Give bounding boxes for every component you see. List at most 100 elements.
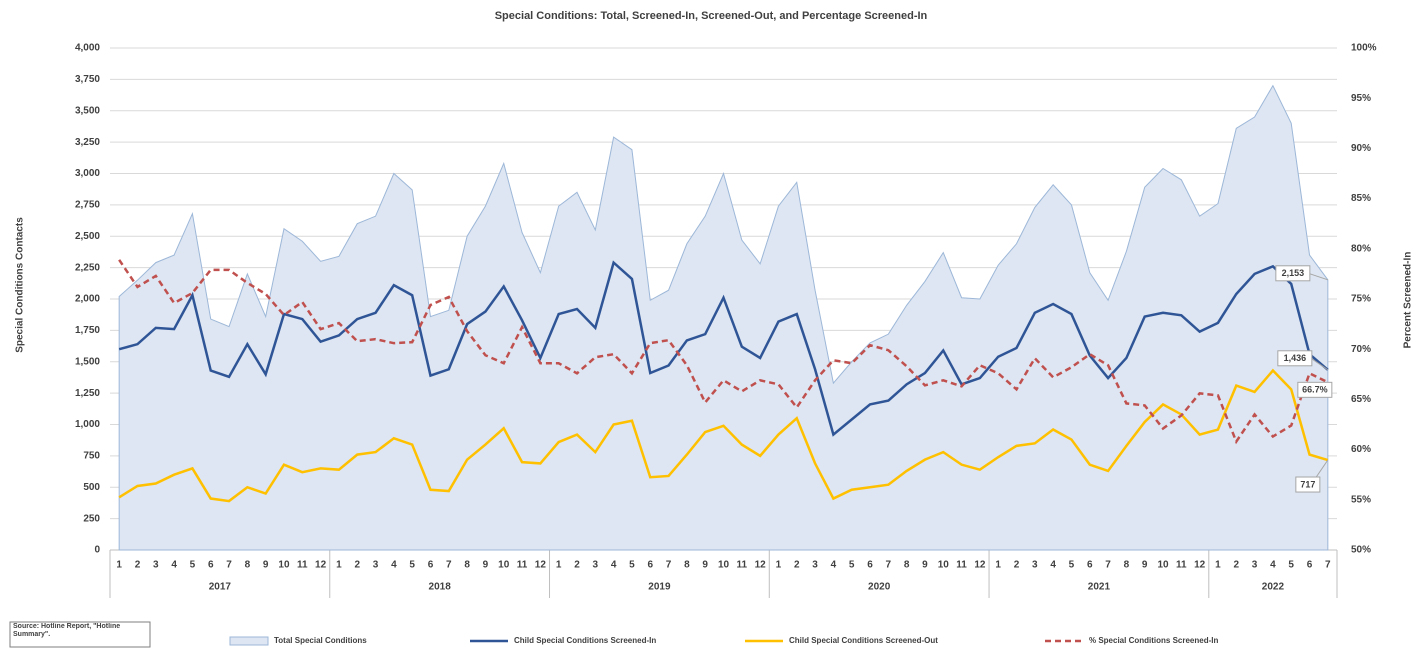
x-tick-label: 2 <box>574 560 580 571</box>
y2-tick-label: 50% <box>1351 545 1371 556</box>
source-box <box>9 621 151 648</box>
x-tick-label: 2 <box>794 560 800 571</box>
x-tick-label: 3 <box>812 560 818 571</box>
x-tick-label: 12 <box>1194 560 1206 571</box>
x-tick-label: 12 <box>755 560 767 571</box>
y-axis-label: Special Conditions Contacts <box>15 217 26 353</box>
data-label: 2,153 <box>1282 268 1305 278</box>
y-tick-label: 3,750 <box>75 74 100 85</box>
y2-tick-label: 60% <box>1351 444 1371 455</box>
x-tick-label: 2 <box>135 560 141 571</box>
x-tick-label: 7 <box>1105 560 1111 571</box>
line <box>118 368 1329 503</box>
x-tick-label: 10 <box>718 560 730 571</box>
x-tick-label: 3 <box>1032 560 1038 571</box>
line <box>118 259 1329 445</box>
x-tick-label: 4 <box>391 560 397 571</box>
x-tick-label: 3 <box>593 560 599 571</box>
chart-title: Special Conditions: Total, Screened-In, … <box>495 10 928 22</box>
x-tick-label: 1 <box>995 560 1001 571</box>
x-tick-label: 9 <box>483 560 489 571</box>
x-tick-label: 1 <box>776 560 782 571</box>
x-group-label: 2019 <box>648 582 671 593</box>
y-tick-label: 3,000 <box>75 168 100 179</box>
x-tick-label: 8 <box>464 560 470 571</box>
x-tick-label: 7 <box>1325 560 1331 571</box>
label-box <box>1295 476 1321 493</box>
x-tick-label: 6 <box>1087 560 1093 571</box>
y2-tick-label: 55% <box>1351 494 1371 505</box>
x-tick-label: 8 <box>1124 560 1130 571</box>
y-tick-label: 2,000 <box>75 294 100 305</box>
y2-tick-label: 90% <box>1351 143 1371 154</box>
x-group-label: 2020 <box>868 582 891 593</box>
x-tick-label: 8 <box>684 560 690 571</box>
x-tick-label: 10 <box>278 560 290 571</box>
data-label: 66.7% <box>1302 385 1328 395</box>
x-tick-label: 4 <box>831 560 837 571</box>
x-tick-label: 11 <box>1176 560 1187 571</box>
x-tick-label: 1 <box>116 560 122 571</box>
x-tick-label: 12 <box>535 560 547 571</box>
x-tick-label: 10 <box>498 560 510 571</box>
line <box>118 260 1329 437</box>
legend-label: % Special Conditions Screened-In <box>1089 636 1218 645</box>
y-tick-label: 2,750 <box>75 200 100 211</box>
x-tick-label: 3 <box>1252 560 1258 571</box>
legend-swatch <box>229 636 269 646</box>
x-tick-label: 7 <box>886 560 892 571</box>
x-tick-label: 8 <box>245 560 251 571</box>
x-tick-label: 2 <box>1014 560 1020 571</box>
x-tick-label: 11 <box>517 560 528 571</box>
y2-tick-label: 100% <box>1351 43 1377 54</box>
x-tick-label: 3 <box>153 560 159 571</box>
label-leader <box>1311 358 1329 371</box>
x-tick-label: 9 <box>1142 560 1148 571</box>
x-tick-label: 6 <box>867 560 873 571</box>
x-tick-label: 7 <box>446 560 452 571</box>
x-tick-label: 8 <box>904 560 910 571</box>
x-tick-label: 6 <box>428 560 434 571</box>
x-tick-label: 6 <box>647 560 653 571</box>
label-box <box>1275 265 1311 282</box>
y-tick-label: 1,000 <box>75 419 100 430</box>
y2-axis-label: Percent Screened-In <box>1403 252 1414 349</box>
x-tick-label: 12 <box>974 560 986 571</box>
y-tick-label: 250 <box>83 513 100 524</box>
y-tick-label: 2,250 <box>75 262 100 273</box>
x-group-label: 2022 <box>1262 582 1285 593</box>
y-tick-label: 1,750 <box>75 325 100 336</box>
label-leader <box>1309 273 1329 281</box>
x-tick-label: 9 <box>263 560 269 571</box>
x-tick-label: 4 <box>1270 560 1276 571</box>
y-tick-label: 1,250 <box>75 388 100 399</box>
x-tick-label: 7 <box>666 560 672 571</box>
y-tick-label: 3,500 <box>75 105 100 116</box>
x-tick-label: 5 <box>190 560 196 571</box>
area <box>118 84 1329 551</box>
x-tick-label: 3 <box>373 560 379 571</box>
x-tick-label: 2 <box>354 560 360 571</box>
x-tick-label: 6 <box>1307 560 1313 571</box>
x-tick-label: 4 <box>1050 560 1056 571</box>
legend-label: Child Special Conditions Screened-Out <box>789 636 938 645</box>
y-tick-label: 0 <box>94 545 100 556</box>
y-tick-label: 4,000 <box>75 43 100 54</box>
y2-tick-label: 85% <box>1351 193 1371 204</box>
x-tick-label: 11 <box>737 560 748 571</box>
x-group-label: 2021 <box>1088 582 1111 593</box>
x-tick-label: 11 <box>956 560 967 571</box>
x-tick-label: 1 <box>336 560 342 571</box>
x-tick-label: 5 <box>629 560 635 571</box>
y2-tick-label: 70% <box>1351 344 1371 355</box>
x-tick-label: 6 <box>208 560 214 571</box>
x-group-label: 2018 <box>429 582 452 593</box>
x-tick-label: 2 <box>1233 560 1239 571</box>
x-group-label: 2017 <box>209 582 232 593</box>
data-label: 717 <box>1300 479 1315 489</box>
y-tick-label: 1,500 <box>75 356 100 367</box>
y-tick-label: 3,250 <box>75 137 100 148</box>
y2-tick-label: 95% <box>1351 93 1371 104</box>
x-tick-label: 10 <box>1157 560 1169 571</box>
